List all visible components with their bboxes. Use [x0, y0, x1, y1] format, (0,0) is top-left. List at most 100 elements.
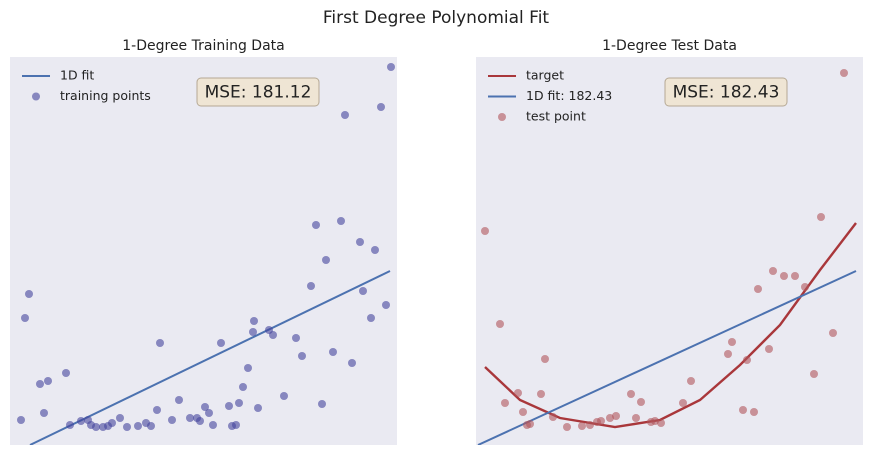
annotation: MSE: 181.12 [205, 83, 312, 103]
data-point [829, 329, 837, 337]
plot-layer [477, 69, 857, 445]
subplot-title: 1-Degree Test Data [602, 38, 737, 54]
data-point [586, 421, 594, 429]
data-point [750, 408, 758, 416]
subplot-title: 1-Degree Training Data [122, 38, 284, 54]
data-point [318, 400, 326, 408]
data-point [147, 422, 155, 430]
figure-title: First Degree Polynomial Fit [323, 8, 550, 28]
data-point [134, 422, 142, 430]
data-point [359, 287, 367, 295]
data-point [526, 420, 534, 428]
data-point [541, 355, 549, 363]
data-point [322, 256, 330, 264]
data-point [612, 412, 620, 420]
data-point [116, 414, 124, 422]
data-point [168, 416, 176, 424]
data-point [254, 404, 262, 412]
data-point [175, 396, 183, 404]
data-point [754, 285, 762, 293]
data-point [801, 283, 809, 291]
data-point [307, 282, 315, 290]
legend-label: target [526, 68, 564, 83]
legend-marker [32, 92, 40, 101]
data-point [632, 414, 640, 422]
data-point [679, 399, 687, 407]
data-point [496, 320, 504, 328]
data-point [780, 272, 788, 280]
data-point [292, 334, 300, 342]
data-point [377, 103, 385, 111]
data-point [337, 217, 345, 225]
data-point [235, 399, 243, 407]
data-point [481, 227, 489, 235]
data-point [250, 317, 258, 325]
data-point [382, 301, 390, 309]
data-point [44, 377, 52, 385]
data-point [249, 328, 257, 336]
data-point [367, 314, 375, 322]
data-point [17, 416, 25, 424]
data-point [348, 359, 356, 367]
data-point [549, 413, 557, 421]
data-point [501, 399, 509, 407]
annotation-box [664, 77, 788, 107]
data-point [840, 69, 848, 77]
data-point [217, 339, 225, 347]
data-point [537, 390, 545, 398]
annotation-box [196, 77, 320, 107]
data-point [657, 419, 665, 427]
legend-label: 1D fit [60, 68, 94, 83]
data-point [371, 246, 379, 254]
legend-label: test point [526, 109, 586, 124]
data-point [196, 417, 204, 425]
data-point [743, 356, 751, 364]
data-point [205, 409, 213, 417]
fit-line [29, 270, 391, 445]
fit-line [477, 270, 857, 445]
data-point [108, 419, 116, 427]
data-point [637, 398, 645, 406]
data-point [244, 364, 252, 372]
data-point [153, 406, 161, 414]
data-point [817, 213, 825, 221]
data-point [769, 267, 777, 275]
data-point [77, 417, 85, 425]
data-point [739, 406, 747, 414]
data-point [156, 339, 164, 347]
data-point [40, 409, 48, 417]
data-point [36, 380, 44, 388]
data-point [21, 314, 29, 322]
data-point [519, 408, 527, 416]
data-point [724, 350, 732, 358]
data-point [765, 345, 773, 353]
data-point [269, 331, 277, 339]
data-point [298, 352, 306, 360]
data-point [687, 377, 695, 385]
data-point [25, 290, 33, 298]
data-point [627, 390, 635, 398]
data-point [563, 423, 571, 431]
data-point [728, 338, 736, 346]
data-point [329, 348, 337, 356]
annotation: MSE: 182.43 [673, 83, 780, 103]
data-point [578, 422, 586, 430]
legend-label: training points [60, 88, 151, 103]
data-point [791, 272, 799, 280]
data-point [312, 221, 320, 229]
data-point [186, 414, 194, 422]
data-point [597, 417, 605, 425]
plot-area [476, 57, 863, 445]
data-point [280, 392, 288, 400]
data-point [123, 423, 131, 431]
data-point [209, 421, 217, 429]
data-point [514, 389, 522, 397]
data-point [92, 423, 100, 431]
plot-area [10, 57, 397, 445]
legend-label: 1D fit: 182.43 [526, 88, 612, 103]
data-point [341, 111, 349, 119]
data-point [201, 403, 209, 411]
data-point [232, 421, 240, 429]
plot-layer [17, 63, 395, 445]
